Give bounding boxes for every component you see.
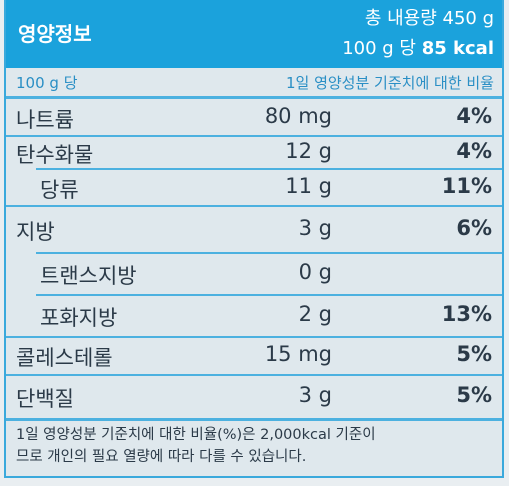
- row-divider: [36, 252, 502, 254]
- amount: 12 g: [285, 138, 332, 163]
- amount: 0 g: [298, 260, 332, 284]
- footer-line: 1일 영양성분 기준치에 대한 비율(%)은 2,000kcal 기준이: [16, 427, 376, 443]
- nutrition-panel: 영양정보 총 내용량 450 g 100 g 당 85 kcal 100 g 당…: [4, 0, 504, 478]
- nutrient-name: 나트륨: [16, 107, 74, 132]
- nutrient-name: 당류: [40, 177, 79, 202]
- percent: 13%: [441, 302, 492, 326]
- percent: 5%: [456, 342, 492, 366]
- header-band: 영양정보 총 내용량 450 g 100 g 당 85 kcal: [6, 0, 502, 68]
- amount: 80 mg: [264, 103, 332, 128]
- row-divider: [36, 294, 502, 296]
- divider: [6, 96, 502, 99]
- nutrient-name: 지방: [16, 219, 55, 244]
- percent: 11%: [441, 173, 492, 198]
- row-divider: [6, 205, 502, 207]
- row-divider: [36, 168, 502, 170]
- basis: 100 g 당: [16, 74, 78, 92]
- amount: 11 g: [285, 173, 332, 198]
- footer: 1일 영양성분 기준치에 대한 비율(%)은 2,000kcal 기준이 므로 …: [16, 424, 376, 468]
- amount: 3 g: [298, 215, 332, 240]
- footer-line: 므로 개인의 필요 열량에 따라 다를 수 있습니다.: [16, 449, 307, 465]
- percent: 4%: [456, 103, 492, 128]
- nutrient-name: 포화지방: [40, 306, 118, 330]
- row-divider: [6, 374, 502, 376]
- row-divider: [6, 336, 502, 338]
- per-kcal: 100 g 당 85 kcal: [342, 34, 494, 60]
- nutrient-name: 단백질: [16, 387, 74, 411]
- divider: [6, 418, 502, 421]
- ratio-header: 1일 영양성분 기준치에 대한 비율: [285, 74, 494, 92]
- percent: 4%: [456, 138, 492, 163]
- kcal: 85 kcal: [421, 38, 494, 59]
- title: 영양정보: [18, 22, 92, 46]
- row-divider: [6, 135, 502, 137]
- amount: 3 g: [298, 383, 332, 407]
- amount: 2 g: [298, 302, 332, 326]
- amount: 15 mg: [264, 342, 332, 366]
- percent: 6%: [456, 215, 492, 240]
- percent: 5%: [456, 383, 492, 407]
- total: 총 내용량 450 g: [364, 8, 494, 29]
- nutrient-name: 탄수화물: [16, 142, 94, 167]
- per: 100 g 당: [342, 38, 416, 59]
- nutrient-name: 트랜스지방: [40, 264, 137, 288]
- nutrient-name: 콜레스테롤: [16, 346, 113, 370]
